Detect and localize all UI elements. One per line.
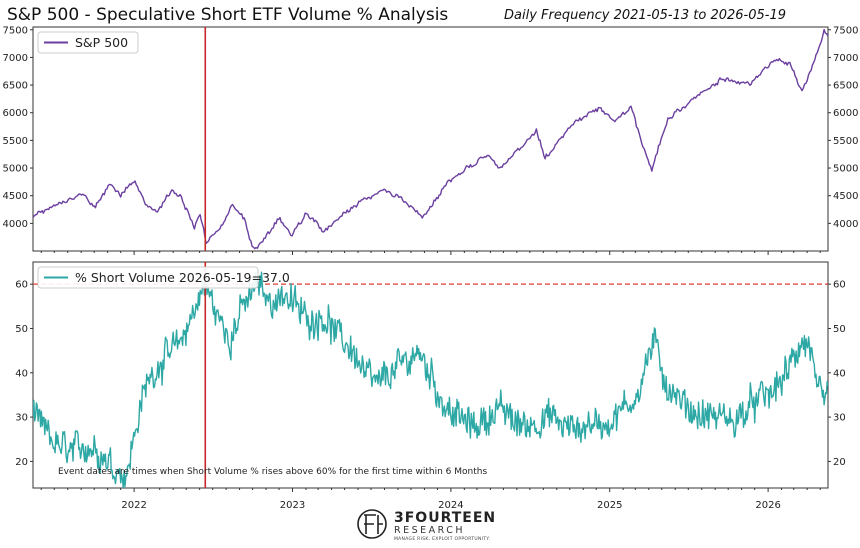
y-tick-label-left: 4500: [3, 191, 28, 202]
y-tick-label-left: 5500: [3, 136, 28, 147]
y-tick-label-left: 6000: [3, 108, 28, 119]
x-tick-label: 2024: [438, 500, 463, 511]
x-tick-label: 2023: [280, 500, 305, 511]
y-tick-label-right: 5500: [833, 136, 858, 147]
y-tick-label-left: 60: [15, 280, 28, 291]
series-line-spx: [33, 28, 828, 250]
legend-label: S&P 500: [75, 35, 128, 50]
y-tick-label-left: 5000: [3, 164, 28, 175]
y-tick-label-left: 4000: [3, 219, 28, 230]
y-tick-label-right: 7500: [833, 25, 858, 36]
chart-subtitle: Daily Frequency 2021-05-13 to 2026-05-19: [504, 8, 786, 23]
logo-name: 3FOURTEEN: [394, 510, 496, 526]
series-line-short: [33, 271, 828, 488]
y-tick-label-left: 6500: [3, 81, 28, 92]
y-tick-label-right: 50: [833, 324, 846, 335]
event-note: Event dates are times when Short Volume …: [58, 467, 487, 477]
y-tick-label-left: 30: [15, 413, 28, 424]
x-tick-label: 2026: [755, 500, 780, 511]
y-tick-label-right: 5000: [833, 164, 858, 175]
y-tick-label-left: 40: [15, 368, 28, 379]
y-tick-label-right: 4000: [833, 219, 858, 230]
logo-tagline: MANAGE RISK. EXPLOIT OPPORTUNITY.: [394, 536, 490, 542]
y-tick-label-left: 7000: [3, 53, 28, 64]
y-tick-label-left: 50: [15, 324, 28, 335]
logo: 3FOURTEEN RESEARCH MANAGE RISK. EXPLOIT …: [357, 509, 496, 542]
logo-sub: RESEARCH: [394, 525, 465, 536]
plot-area: [32, 26, 829, 252]
y-tick-label-right: 7000: [833, 53, 858, 64]
legend-box: [37, 266, 259, 289]
y-tick-label-right: 30: [833, 413, 846, 424]
legend: S&P 500: [37, 31, 139, 54]
legend-label: % Short Volume 2026-05-19=37.0: [75, 270, 290, 285]
y-tick-label-right: 40: [833, 368, 846, 379]
y-tick-label-right: 4500: [833, 191, 858, 202]
y-tick-label-right: 6500: [833, 81, 858, 92]
chart-title: S&P 500 - Speculative Short ETF Volume %…: [7, 5, 448, 25]
legend: % Short Volume 2026-05-19=37.0: [37, 266, 290, 289]
spx-panel: 4000 4000 4500 4500 5000 5000 5500 5500 6000 6000…: [3, 25, 858, 255]
y-tick-label-left: 7500: [3, 25, 28, 36]
y-tick-label-right: 60: [833, 280, 846, 291]
x-tick-label: 2022: [121, 500, 146, 511]
logo-mark-icon: [357, 509, 387, 539]
y-tick-label-right: 6000: [833, 108, 858, 119]
x-tick-label: 2025: [597, 500, 622, 511]
y-tick-label-left: 20: [15, 457, 28, 468]
short-volume-panel: 20 20 30 30 40 40 50 50 60 60 2022 2023 2024 2025 2026…: [15, 261, 846, 511]
legend-box: [37, 31, 139, 54]
y-tick-label-right: 20: [833, 457, 846, 468]
